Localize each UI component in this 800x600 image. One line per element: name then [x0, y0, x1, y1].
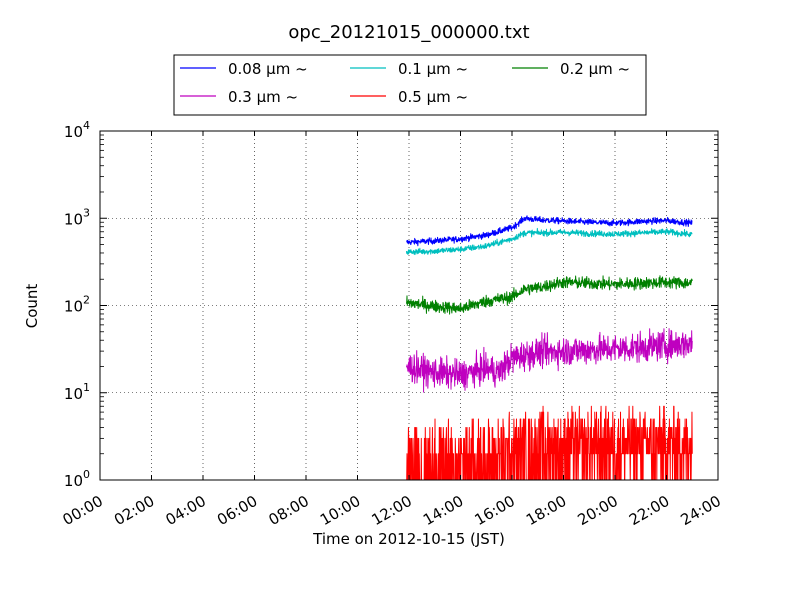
y-tick-exponent: 4	[83, 119, 90, 132]
x-tick-label: 16:00	[472, 492, 518, 529]
x-tick-label: 06:00	[214, 492, 260, 529]
x-tick-label: 08:00	[266, 492, 312, 529]
legend-entry-label: 0.08 μm ~	[228, 60, 308, 78]
x-tick-label: 24:00	[678, 492, 724, 529]
y-tick-label: 103	[64, 206, 90, 228]
x-tick-label: 20:00	[575, 492, 621, 529]
plot-area	[405, 215, 693, 480]
y-tick-label: 104	[64, 119, 90, 141]
x-tick-label: 14:00	[420, 492, 466, 529]
series-line-0_1	[405, 227, 693, 256]
chart-title: opc_20121015_000000.txt	[288, 22, 529, 43]
x-tick-label: 04:00	[163, 492, 209, 529]
legend-box	[173, 54, 647, 116]
series-line-0_2	[405, 275, 693, 315]
legend-entry-label: 0.2 μm ~	[560, 60, 630, 78]
y-tick-label: 102	[64, 294, 90, 316]
y-tick-label: 100	[64, 468, 90, 490]
grid	[100, 131, 718, 480]
x-tick-labels: 00:00 02:00 04:00 06:00 08:00 10:00 12:00 14:00…	[60, 492, 724, 529]
x-tick-label: 18:00	[523, 492, 569, 529]
y-tick-exponent: 2	[83, 294, 90, 307]
x-axis-label: Time on 2012-10-15 (JST)	[312, 530, 505, 548]
ticks	[99, 130, 719, 481]
x-tick-label: 22:00	[626, 492, 672, 529]
x-tick-label: 00:00	[60, 492, 106, 529]
legend-entry-label: 0.3 μm ~	[228, 88, 298, 106]
series-line-0_3	[405, 328, 693, 393]
x-tick-label: 02:00	[111, 492, 157, 529]
y-tick-exponent: 1	[83, 381, 90, 394]
series-line-0_5	[406, 405, 693, 480]
series-line-0_08	[406, 215, 693, 247]
legend: 0.08 μm ~ 0.1 μm ~ 0.2 μm ~ 0.3 μm ~ 0.5 μm …	[173, 54, 647, 116]
y-tick-exponent: 3	[83, 206, 90, 219]
legend-entry-label: 0.1 μm ~	[398, 60, 468, 78]
x-tick-label: 12:00	[369, 492, 415, 529]
y-tick-exponent: 0	[83, 468, 90, 481]
x-tick-label: 10:00	[317, 492, 363, 529]
legend-entry-label: 0.5 μm ~	[398, 88, 468, 106]
y-axis-label: Count	[23, 284, 41, 329]
y-tick-label: 101	[64, 381, 90, 403]
